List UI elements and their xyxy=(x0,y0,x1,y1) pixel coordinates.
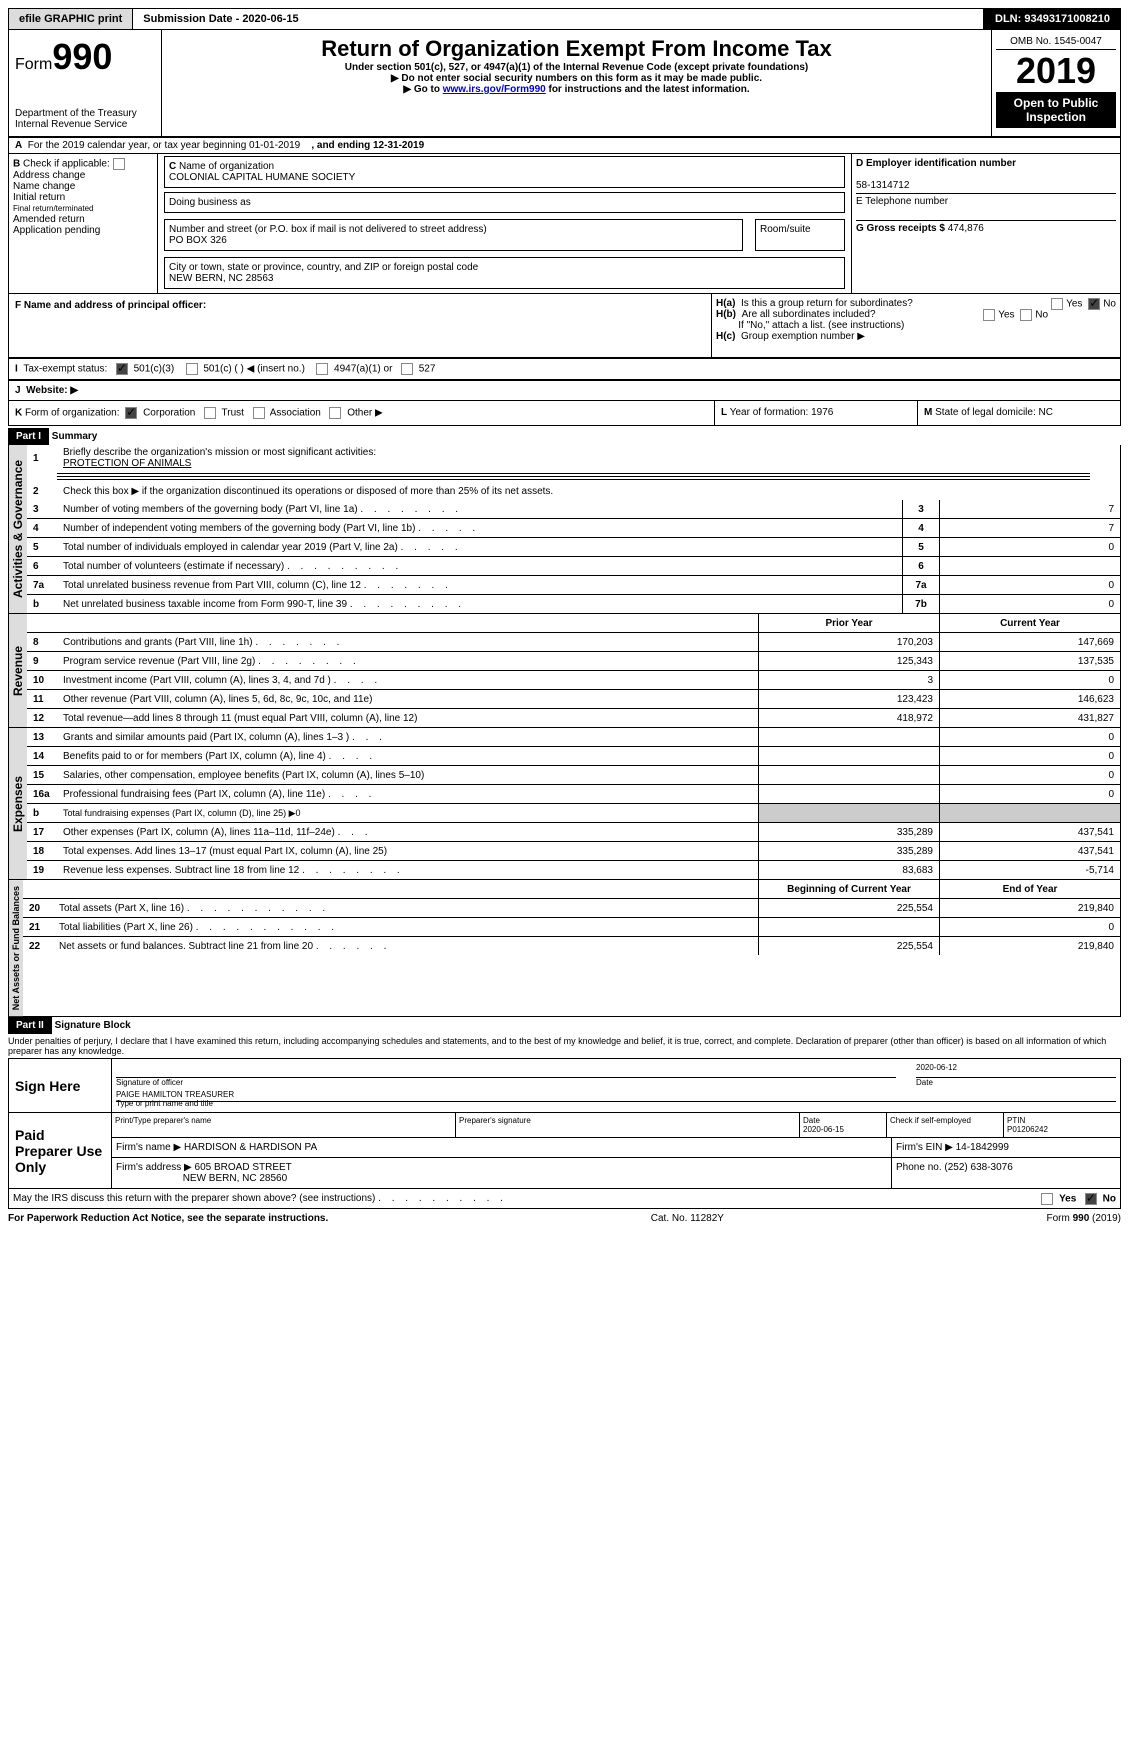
subtitle-1: Under section 501(c), 527, or 4947(a)(1)… xyxy=(168,62,985,73)
expenses-table: Expenses 13Grants and similar amounts pa… xyxy=(8,728,1121,880)
tax-year: 2019 xyxy=(996,50,1116,92)
signature-block: Sign Here Signature of officer Date2020-… xyxy=(8,1058,1121,1189)
form-title: Return of Organization Exempt From Incom… xyxy=(168,36,985,62)
paid-preparer-label: Paid Preparer Use Only xyxy=(9,1113,112,1188)
subtitle-3: ▶ Go to www.irs.gov/Form990 for instruct… xyxy=(168,84,985,95)
section-d-e-g: D Employer identification number 58-1314… xyxy=(851,154,1120,293)
side-balances: Net Assets or Fund Balances xyxy=(9,880,23,1016)
revenue-table: Revenue Prior YearCurrent Year 8Contribu… xyxy=(8,614,1121,728)
discuss-row: May the IRS discuss this return with the… xyxy=(8,1189,1121,1209)
part1-badge: Part I xyxy=(8,428,49,445)
subtitle-2: ▶ Do not enter social security numbers o… xyxy=(168,73,985,84)
perjury-text: Under penalties of perjury, I declare th… xyxy=(8,1034,1121,1058)
side-governance: Activities & Governance xyxy=(9,445,27,613)
section-k-l-m: K Form of organization: Corporation Trus… xyxy=(8,401,1121,426)
irs-label: Internal Revenue Service xyxy=(15,119,155,130)
efile-badge: efile GRAPHIC print xyxy=(8,8,133,30)
dept-treasury: Department of the Treasury xyxy=(15,108,155,119)
dln: DLN: 93493171008210 xyxy=(984,8,1121,30)
part2-badge: Part II xyxy=(8,1017,52,1034)
signature-line[interactable]: Signature of officer xyxy=(116,1077,896,1087)
section-i: I Tax-exempt status: 501(c)(3) 501(c) ( … xyxy=(8,358,1121,380)
part2-title: Signature Block xyxy=(55,1020,131,1031)
sign-here-label: Sign Here xyxy=(9,1059,112,1112)
form-number: Form990 xyxy=(15,36,155,78)
open-to-public: Open to Public Inspection xyxy=(996,92,1116,128)
side-expenses: Expenses xyxy=(9,728,27,879)
top-bar: efile GRAPHIC print Submission Date - 20… xyxy=(8,8,1121,30)
section-j: J Website: ▶ xyxy=(8,380,1121,401)
submission-date: Submission Date - 2020-06-15 xyxy=(133,8,984,30)
section-h: H(a) Is this a group return for subordin… xyxy=(712,294,1120,357)
form-header: Form990 Department of the Treasury Inter… xyxy=(8,30,1121,137)
section-b: B Check if applicable: Address change Na… xyxy=(9,154,158,293)
section-a: A For the 2019 calendar year, or tax yea… xyxy=(8,137,1121,154)
governance-table: Activities & Governance 1Briefly describ… xyxy=(8,445,1121,614)
officer-name: PAIGE HAMILTON TREASURER xyxy=(116,1090,1116,1099)
section-f-label: F Name and address of principal officer: xyxy=(15,300,206,311)
header-block: B Check if applicable: Address change Na… xyxy=(8,154,1121,294)
side-revenue: Revenue xyxy=(9,614,27,727)
balances-table: Net Assets or Fund Balances Beginning of… xyxy=(8,880,1121,1017)
section-f-h: F Name and address of principal officer:… xyxy=(8,294,1121,358)
section-c: C Name of organization COLONIAL CAPITAL … xyxy=(158,154,851,293)
omb-number: OMB No. 1545-0047 xyxy=(996,34,1116,50)
page-footer: For Paperwork Reduction Act Notice, see … xyxy=(8,1213,1121,1224)
part1-title: Summary xyxy=(52,431,98,442)
form990-link[interactable]: www.irs.gov/Form990 xyxy=(443,84,546,95)
